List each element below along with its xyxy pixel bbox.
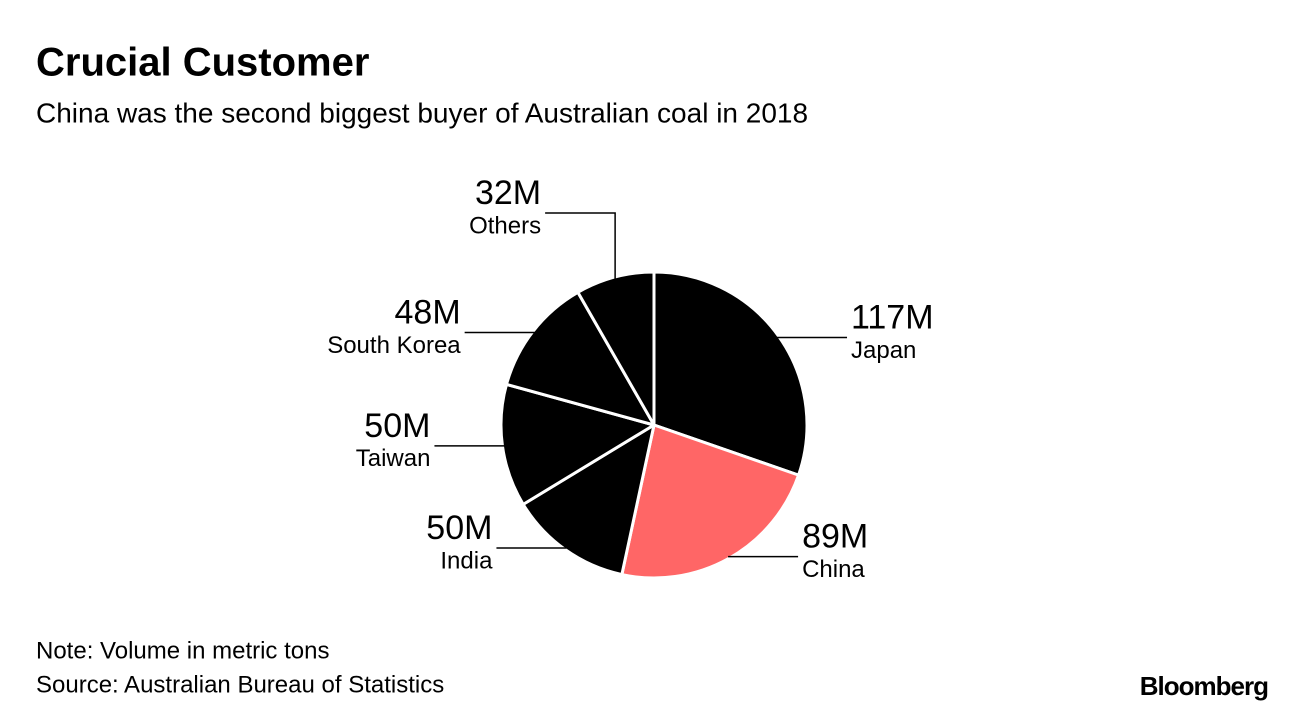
note: Note: Volume in metric tons	[36, 637, 329, 664]
brand: Bloomberg	[1140, 671, 1268, 701]
chart-subtitle: China was the second biggest buyer of Au…	[36, 97, 808, 128]
value-label: 89M	[802, 518, 868, 556]
category-label: China	[802, 556, 865, 583]
pie-slice	[620, 423, 801, 580]
category-label: Japan	[851, 337, 916, 364]
chart-title: Crucial Customer	[36, 41, 369, 85]
category-label: Taiwan	[356, 445, 431, 472]
value-label: 32M	[475, 174, 541, 212]
value-label: 117M	[851, 298, 934, 336]
source: Source: Australian Bureau of Statistics	[36, 671, 444, 698]
value-label: 48M	[395, 293, 461, 331]
pie-slice	[652, 270, 809, 477]
category-label: South Korea	[327, 332, 461, 359]
pie-slice	[504, 290, 656, 427]
leader-line	[545, 212, 616, 280]
value-label: 50M	[426, 509, 492, 547]
category-label: India	[440, 547, 493, 574]
category-label: Others	[469, 212, 541, 239]
value-label: 50M	[364, 407, 430, 445]
pie-slice	[521, 423, 656, 577]
